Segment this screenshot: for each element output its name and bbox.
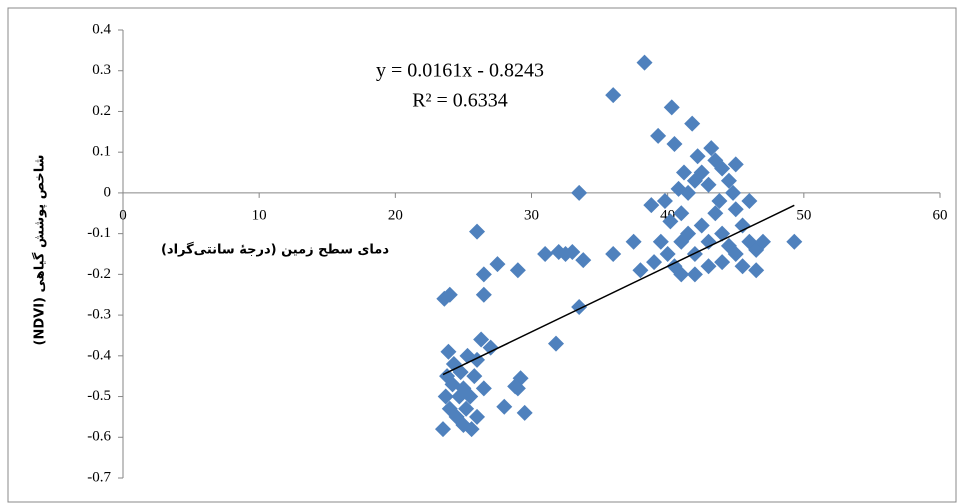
point [643,197,660,214]
point [440,343,457,360]
point [684,115,701,132]
point [509,262,526,279]
point [714,254,731,271]
point [646,254,663,271]
point [650,127,667,144]
y-tick-label: -0.1 [87,225,111,241]
point [564,243,581,260]
point [571,184,588,201]
x-axis-title: دمای سطح زمین (درجۀ سانتی‌گراد) [161,242,389,258]
point [700,258,717,275]
point [711,193,728,210]
point [463,421,480,438]
point [475,380,492,397]
y-tick-label: 0.4 [92,21,111,37]
point [689,148,706,165]
point [656,193,673,210]
point [489,256,506,273]
point [458,400,475,417]
point [786,233,803,250]
point [516,404,533,421]
point [473,331,490,348]
point [700,233,717,250]
point [625,233,642,250]
y-tick-label: -0.3 [87,307,111,323]
point [673,266,690,283]
x-tick-label: 20 [388,207,403,223]
point [482,339,499,356]
point [693,164,710,181]
point [436,290,453,307]
y-tick-label: 0 [104,184,112,200]
point [659,246,676,262]
y-tick-label: -0.7 [87,469,111,485]
y-axis-title: شاخص پوشش گیاهی (NDVI) [32,155,48,346]
point [725,184,742,201]
point [632,262,649,279]
point [720,172,737,189]
point [575,252,592,269]
trendline-r-squared: R² = 0.6334 [412,90,508,112]
trendline-equation: y = 0.0161x - 0.8243 [376,60,544,82]
point [466,368,483,385]
x-tick-label: 60 [933,207,948,223]
point [673,205,690,222]
x-tick-label: 0 [119,207,127,223]
y-tick-label: 0.1 [92,144,111,160]
point [686,266,703,283]
point [676,164,693,181]
point [670,180,687,197]
point [727,246,744,262]
point [507,378,524,395]
point [748,262,765,279]
point [636,54,653,71]
point [652,233,669,250]
point [475,266,492,283]
chart-border [7,7,957,503]
point [663,99,680,116]
point [727,156,744,173]
trendline [442,204,795,376]
point [680,225,697,242]
y-tick-label: -0.4 [87,347,111,363]
point [437,388,454,405]
y-tick-label: -0.6 [87,429,111,445]
point [469,408,486,425]
x-tick-label: 30 [524,207,539,223]
point [462,388,479,405]
point [469,223,486,240]
point [496,398,513,415]
y-tick-label: 0.2 [92,103,111,119]
point [727,201,744,218]
point [754,233,771,250]
point [734,258,751,275]
point [475,286,492,303]
point [434,421,451,438]
point [700,176,717,193]
point [662,213,679,230]
point [666,136,683,153]
point [605,246,622,262]
x-tick-label: 10 [252,207,267,223]
point [734,217,751,234]
point [605,87,622,104]
point [537,246,554,262]
x-tick-label: 50 [796,207,811,223]
y-tick-label: -0.5 [87,388,111,404]
point [548,335,565,352]
y-tick-label: -0.2 [87,266,111,282]
point [707,205,724,222]
point [703,140,720,157]
y-tick-label: 0.3 [92,62,111,78]
point [693,217,710,234]
point [741,193,758,210]
point [714,160,731,177]
